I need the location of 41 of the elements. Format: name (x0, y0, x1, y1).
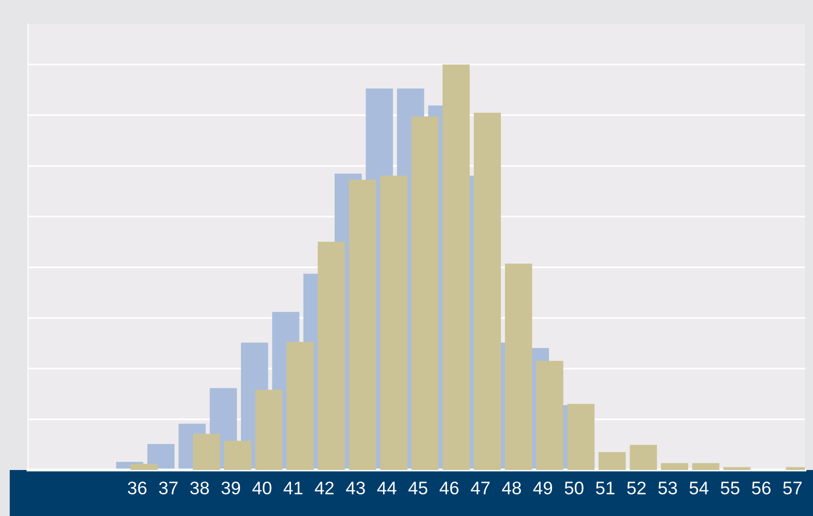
x-tick-label: 46 (440, 482, 459, 494)
x-tick-label: 42 (314, 482, 334, 494)
bar (598, 452, 626, 470)
bar (660, 463, 688, 470)
bar (692, 463, 720, 470)
x-tick-label: 51 (596, 482, 614, 494)
x-tick-label: 37 (159, 482, 178, 494)
bar (348, 180, 376, 470)
bar (630, 444, 657, 470)
bar (380, 176, 408, 470)
x-tick-label: 40 (252, 482, 272, 494)
x-tick-label: 49 (533, 482, 552, 494)
x-tick-label: 41 (284, 482, 302, 494)
bar (192, 434, 220, 470)
bar (255, 390, 282, 470)
x-tick-label: 52 (627, 482, 646, 494)
x-tick-label: 45 (408, 482, 428, 494)
bar (442, 64, 470, 470)
bar (318, 242, 345, 470)
x-tick-label: 53 (658, 482, 677, 494)
x-tick-label: 54 (690, 482, 708, 494)
bar (567, 404, 595, 470)
bar (536, 360, 564, 470)
x-tick-label: 38 (190, 482, 209, 494)
bar (286, 342, 314, 470)
x-tick-label: 43 (346, 482, 365, 494)
x-tick-label: 47 (470, 482, 490, 494)
x-tick-label: 48 (502, 482, 521, 494)
x-tick-label: 44 (377, 482, 396, 494)
x-tick-label: 39 (221, 482, 240, 494)
x-tick-label: 50 (564, 482, 584, 494)
bar (224, 440, 252, 470)
x-tick-label: 56 (752, 482, 771, 494)
bar (130, 464, 158, 470)
x-tick-label: 57 (783, 482, 802, 494)
x-tick-label: 55 (720, 482, 740, 494)
bar (411, 116, 438, 470)
bar (504, 264, 532, 470)
bar (723, 467, 751, 470)
x-tick-label: 36 (128, 482, 146, 494)
bar (474, 112, 501, 470)
